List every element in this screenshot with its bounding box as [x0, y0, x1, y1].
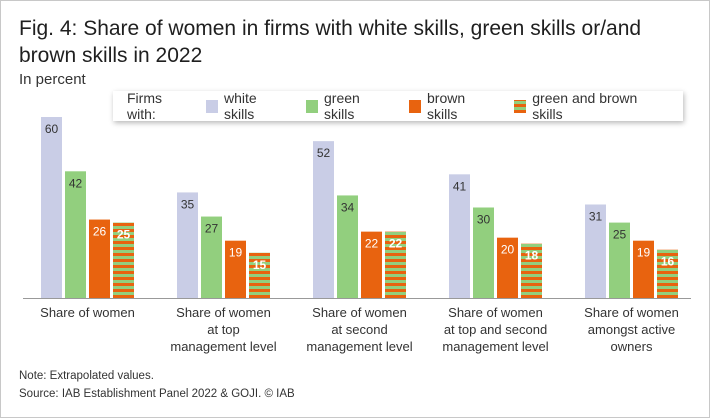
bar-green-2 [201, 216, 222, 298]
source-text: Source: IAB Establishment Panel 2022 & G… [19, 388, 295, 400]
legend-item-green-brown: green and brown skills [513, 90, 665, 122]
bar-white-3 [313, 141, 334, 298]
legend-swatch-brown [408, 99, 421, 113]
bar-green-1 [65, 171, 86, 298]
value-label-green-3: 34 [341, 200, 355, 214]
bar-green-brown-5 [657, 249, 678, 298]
chart-subtitle: In percent [19, 71, 86, 88]
bar-white-5 [585, 204, 606, 298]
bar-green-4 [473, 207, 494, 298]
bar-brown-1 [89, 219, 110, 298]
legend-item-green: green skills [305, 90, 391, 122]
legend: Firms with: white skills green skills br… [113, 90, 683, 122]
category-label-3: Share of women at second management level [306, 305, 412, 354]
legend-item-brown: brown skills [408, 90, 496, 122]
legend-label-white: white skills [223, 90, 257, 122]
legend-item-white: white skills [205, 90, 288, 122]
value-label-white-1: 60 [45, 122, 59, 136]
value-label-green-1: 42 [69, 176, 83, 190]
value-label-white-3: 52 [317, 146, 331, 160]
legend-label-brown: brown skills [427, 90, 466, 122]
bar-brown-5 [633, 240, 654, 298]
value-label-green-brown-2: 15 [253, 258, 267, 272]
notes: Note: Extrapolated values. Source: IAB E… [19, 367, 295, 403]
value-label-green-brown-1: 25 [117, 228, 131, 242]
bar-white-2 [177, 192, 198, 298]
category-label-4: Share of women at top and second managemen… [442, 305, 548, 354]
value-label-green-4: 30 [477, 213, 491, 227]
value-label-green-brown-4: 18 [525, 249, 539, 263]
value-label-brown-3: 22 [365, 237, 379, 251]
value-label-green-5: 25 [613, 228, 627, 242]
legend-swatch-white [205, 99, 218, 113]
bar-brown-2 [225, 240, 246, 298]
bar-green-brown-2 [249, 252, 270, 298]
value-label-green-2: 27 [205, 222, 219, 236]
value-label-brown-1: 26 [93, 225, 107, 239]
bar-green-5 [609, 222, 630, 298]
chart-title: Fig. 4: Share of women in firms with whi… [19, 17, 642, 67]
legend-swatch-green-brown [513, 99, 527, 113]
value-label-green-brown-3: 22 [389, 237, 403, 251]
value-label-white-4: 41 [453, 179, 467, 193]
bar-green-brown-3 [385, 231, 406, 298]
category-label-5: Share of women amongst active owners [584, 305, 679, 354]
value-label-brown-2: 19 [229, 246, 243, 260]
value-label-brown-5: 19 [637, 246, 651, 260]
note-text: Note: Extrapolated values. [19, 370, 154, 382]
bar-green-3 [337, 195, 358, 298]
value-label-white-2: 35 [181, 197, 195, 211]
legend-swatch-green [305, 99, 318, 113]
bar-brown-3 [361, 231, 382, 298]
category-label-1: Share of women [40, 305, 135, 320]
value-label-white-5: 31 [589, 209, 603, 223]
value-label-green-brown-5: 16 [661, 255, 675, 269]
bar-brown-4 [497, 237, 518, 298]
legend-label-green-brown: green and brown skills [532, 90, 638, 122]
category-label-2: Share of women at top management level [170, 305, 276, 354]
bar-white-4 [449, 174, 470, 298]
legend-lead: Firms with: [127, 90, 162, 122]
bar-green-brown-4 [521, 243, 542, 298]
value-label-brown-4: 20 [501, 243, 515, 257]
bar-green-brown-1 [113, 222, 134, 298]
bar-white-1 [41, 117, 62, 298]
legend-label-green: green skills [324, 90, 360, 122]
